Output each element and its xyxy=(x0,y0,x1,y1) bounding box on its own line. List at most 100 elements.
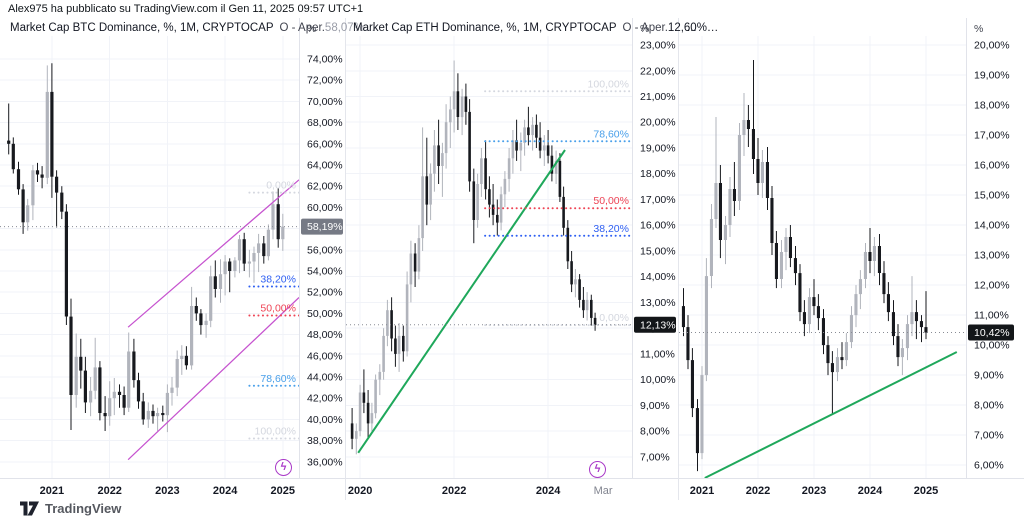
svg-text:%: % xyxy=(974,23,983,35)
svg-text:66,00%: 66,00% xyxy=(307,138,343,150)
svg-text:64,00%: 64,00% xyxy=(307,160,343,172)
chart-title-third: ... xyxy=(687,22,697,34)
svg-text:52,00%: 52,00% xyxy=(307,287,343,299)
svg-text:19,00%: 19,00% xyxy=(974,70,1010,82)
svg-text:50,00%: 50,00% xyxy=(593,195,629,207)
svg-text:74,00%: 74,00% xyxy=(307,54,343,66)
svg-text:16,00%: 16,00% xyxy=(974,160,1010,172)
svg-text:70,00%: 70,00% xyxy=(307,96,343,108)
last-price-badge: 58,19% xyxy=(301,218,343,235)
svg-text:15,00%: 15,00% xyxy=(974,190,1010,202)
svg-text:8,00%: 8,00% xyxy=(974,400,1004,412)
svg-text:38,00%: 38,00% xyxy=(307,435,343,447)
svg-text:68,00%: 68,00% xyxy=(307,117,343,129)
svg-text:56,00%: 56,00% xyxy=(307,244,343,256)
svg-text:54,00%: 54,00% xyxy=(307,266,343,278)
svg-text:10,42%: 10,42% xyxy=(974,327,1010,339)
grid-layer xyxy=(346,36,632,478)
svg-text:17,00%: 17,00% xyxy=(640,194,676,206)
price-axis: % 23,00% 22,00% 21,00% 20,00% 19,00% 18,00% 17,… xyxy=(634,23,676,463)
fib-retracement-layer: 0,00% 38,20% 50,00% 78,60% 100,00% xyxy=(248,180,300,440)
chart-pane-eth-dominance[interactable]: Market Cap ETH Dominance, %, 1M, CRYPTOC… xyxy=(345,18,718,500)
svg-text:9,00%: 9,00% xyxy=(640,400,670,412)
publish-info-text: Alex975 ha pubblicato su TradingView.com… xyxy=(8,3,364,15)
svg-text:%: % xyxy=(640,23,649,35)
svg-text:2021: 2021 xyxy=(690,485,714,497)
svg-text:18,00%: 18,00% xyxy=(640,168,676,180)
svg-text:48,00%: 48,00% xyxy=(307,329,343,341)
svg-text:50,00%: 50,00% xyxy=(260,303,296,315)
svg-text:2024: 2024 xyxy=(858,485,883,497)
symbol-description: Market Cap ETH Dominance, %, 1M, CRYPTOC… xyxy=(353,22,617,34)
svg-text:%: % xyxy=(307,23,316,35)
svg-text:20,00%: 20,00% xyxy=(640,117,676,129)
svg-text:14,00%: 14,00% xyxy=(974,220,1010,232)
svg-text:2024: 2024 xyxy=(536,485,561,497)
svg-text:44,00%: 44,00% xyxy=(307,372,343,384)
svg-text:20,00%: 20,00% xyxy=(974,40,1010,52)
svg-text:10,00%: 10,00% xyxy=(974,340,1010,352)
chart-pane-third[interactable]: ... % 20,00% 19,00% 18,00% 17,00% 16,00% 15,00… xyxy=(678,18,1024,500)
svg-text:12,00%: 12,00% xyxy=(974,280,1010,292)
trendlines-layer xyxy=(704,351,958,479)
svg-text:2025: 2025 xyxy=(914,485,938,497)
svg-text:11,00%: 11,00% xyxy=(640,348,675,360)
svg-text:17,00%: 17,00% xyxy=(974,130,1010,142)
svg-text:10,00%: 10,00% xyxy=(640,374,676,386)
price-axis: % 74,00% 72,00% 70,00% 68,00% 66,00% 64,00% 62,… xyxy=(301,23,343,468)
chart-title-btc: Market Cap BTC Dominance, %, 1M, CRYPTOC… xyxy=(10,22,375,34)
tradingview-brand[interactable]: TradingView xyxy=(20,501,121,516)
lightning-bolt-icon[interactable]: ϟ xyxy=(275,459,292,476)
brand-text: TradingView xyxy=(45,501,122,516)
tradingview-logo-icon xyxy=(20,501,39,516)
svg-text:2025: 2025 xyxy=(271,485,295,497)
lightning-bolt-icon[interactable]: ϟ xyxy=(589,461,606,478)
grid-layer xyxy=(679,36,966,478)
btc-dominance-chart-canvas[interactable]: 0,00% 38,20% 50,00% 78,60% 100,00%% 74,00% 72,… xyxy=(0,18,345,500)
price-axis: % 20,00% 19,00% 18,00% 17,00% 16,00% 15,00% 14,… xyxy=(968,23,1014,472)
symbol-description: Market Cap BTC Dominance, %, 1M, CRYPTOC… xyxy=(10,22,274,34)
last-price-badge: 10,42% xyxy=(968,324,1014,341)
open-label: O - Aper. xyxy=(279,22,325,34)
open-label: O - Aper. xyxy=(622,22,668,34)
chart-pane-btc-dominance[interactable]: Market Cap BTC Dominance, %, 1M, CRYPTOC… xyxy=(0,18,375,500)
chart-title-eth: Market Cap ETH Dominance, %, 1M, CRYPTOC… xyxy=(353,22,718,34)
svg-text:7,00%: 7,00% xyxy=(640,451,670,463)
eth-dominance-chart-canvas[interactable]: 100,00% 78,60% 50,00% 38,20% 0,00%% 23,00% 22,… xyxy=(346,18,678,500)
svg-text:Mar: Mar xyxy=(594,485,613,497)
trendlines-layer xyxy=(127,179,300,461)
svg-text:13,00%: 13,00% xyxy=(640,297,676,309)
svg-text:62,00%: 62,00% xyxy=(307,181,343,193)
svg-text:6,00%: 6,00% xyxy=(974,460,1004,472)
svg-text:19,00%: 19,00% xyxy=(640,143,676,155)
svg-text:2023: 2023 xyxy=(802,485,826,497)
svg-text:7,00%: 7,00% xyxy=(974,430,1004,442)
time-axis: 2020 2022 2024 Mar xyxy=(348,485,613,497)
svg-text:22,00%: 22,00% xyxy=(640,65,676,77)
third-chart-canvas[interactable]: % 20,00% 19,00% 18,00% 17,00% 16,00% 15,00% 14,… xyxy=(679,18,1024,500)
svg-text:38,20%: 38,20% xyxy=(260,274,296,286)
svg-text:0,00%: 0,00% xyxy=(599,312,629,324)
svg-text:58,19%: 58,19% xyxy=(307,221,343,233)
svg-text:2020: 2020 xyxy=(348,485,372,497)
fib-retracement-layer: 100,00% 78,60% 50,00% 38,20% 0,00% xyxy=(484,78,633,327)
trendlines-layer xyxy=(357,149,566,454)
svg-text:40,00%: 40,00% xyxy=(307,414,343,426)
footer-bar: TradingView xyxy=(0,500,1024,520)
svg-text:21,00%: 21,00% xyxy=(640,91,676,103)
svg-text:18,00%: 18,00% xyxy=(974,100,1010,112)
svg-text:78,60%: 78,60% xyxy=(593,128,629,140)
svg-text:2022: 2022 xyxy=(746,485,770,497)
svg-text:8,00%: 8,00% xyxy=(640,426,670,438)
svg-text:2024: 2024 xyxy=(213,485,238,497)
svg-text:9,00%: 9,00% xyxy=(974,370,1004,382)
svg-text:15,00%: 15,00% xyxy=(640,246,676,258)
svg-text:2022: 2022 xyxy=(442,485,466,497)
svg-text:100,00%: 100,00% xyxy=(255,426,296,438)
publish-info-bar: Alex975 ha pubblicato su TradingView.com… xyxy=(0,0,1024,18)
candles-layer xyxy=(350,60,597,455)
svg-text:100,00%: 100,00% xyxy=(588,78,629,90)
svg-text:11,00%: 11,00% xyxy=(974,310,1009,322)
svg-text:2023: 2023 xyxy=(155,485,179,497)
